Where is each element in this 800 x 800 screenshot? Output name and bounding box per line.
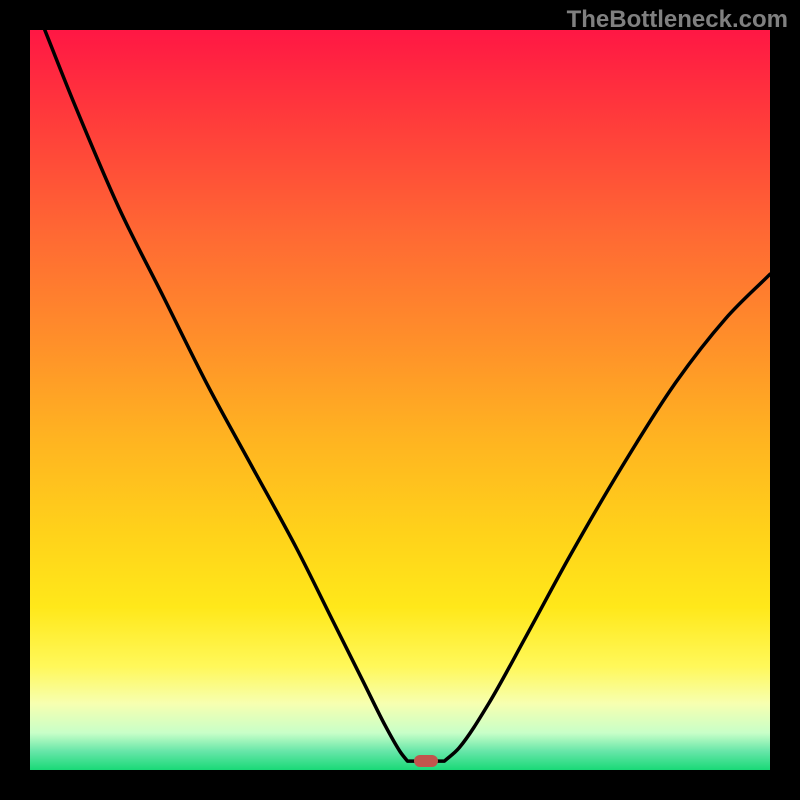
optimal-marker <box>414 755 438 767</box>
chart-frame: TheBottleneck.com <box>0 0 800 800</box>
bottleneck-curve <box>30 30 770 770</box>
plot-area <box>30 30 770 770</box>
watermark-text: TheBottleneck.com <box>567 6 788 34</box>
